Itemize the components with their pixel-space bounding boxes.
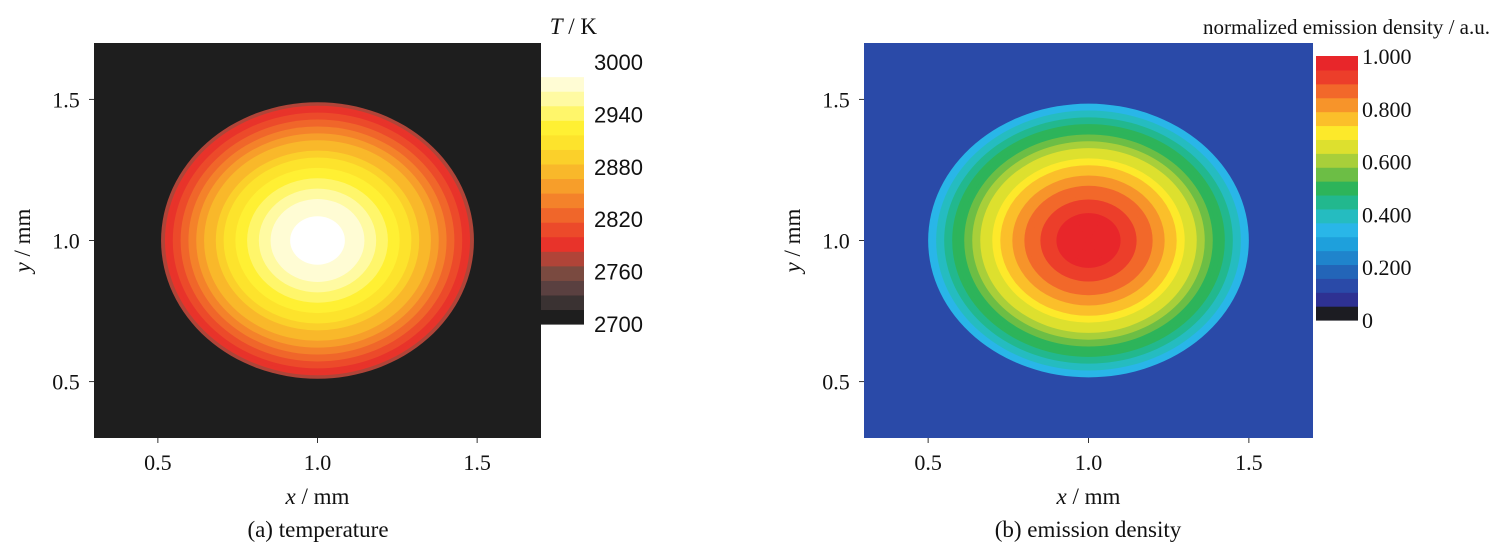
colorbar-segment bbox=[541, 309, 584, 325]
y-tick-label: 1.5 bbox=[52, 87, 80, 112]
colorbar-segment bbox=[541, 91, 584, 107]
colorbar-tick-label: 0.800 bbox=[1362, 97, 1412, 122]
colorbar-tick-label: 0.600 bbox=[1362, 150, 1412, 175]
colorbar-segment bbox=[1316, 181, 1358, 196]
x-axis-label-unit: / mm bbox=[1067, 484, 1121, 509]
x-tick-label: 0.5 bbox=[144, 450, 172, 475]
y-axis-label: y / mm bbox=[780, 208, 805, 274]
colorbar-segment bbox=[541, 134, 584, 150]
colorbar-segment bbox=[541, 207, 584, 223]
y-axis-label-unit: / mm bbox=[10, 208, 35, 262]
colorbar-segment bbox=[1316, 153, 1358, 168]
colorbar-tick-label: 2880 bbox=[594, 155, 643, 180]
x-tick-label: 1.5 bbox=[463, 450, 491, 475]
y-tick-label: 0.5 bbox=[822, 370, 850, 395]
colorbar-tick-label: 1.000 bbox=[1362, 44, 1412, 69]
y-tick-label: 1.5 bbox=[822, 87, 850, 112]
y-axis-label: y / mm bbox=[10, 208, 35, 274]
x-tick-label: 1.0 bbox=[1075, 450, 1103, 475]
colorbar-segment bbox=[541, 251, 584, 267]
x-axis-label: x / mm bbox=[285, 484, 350, 509]
panel-caption: (b) emission density bbox=[995, 517, 1182, 542]
colorbar-segment bbox=[541, 222, 584, 238]
x-axis-label: x / mm bbox=[1056, 484, 1121, 509]
contour-band bbox=[1084, 237, 1093, 244]
y-tick-label: 1.0 bbox=[52, 229, 80, 254]
contour-band bbox=[313, 237, 322, 244]
colorbar-title-unit: / K bbox=[563, 14, 598, 39]
colorbar-tick-label: 0.400 bbox=[1362, 202, 1412, 227]
colorbar-segment bbox=[541, 294, 584, 311]
colorbar-tick-label: 3000 bbox=[594, 50, 643, 75]
x-axis-label-var: x bbox=[285, 484, 297, 509]
colorbar-title: T / K bbox=[550, 14, 598, 39]
colorbar-tick-label: 2700 bbox=[594, 312, 643, 337]
colorbar-segment bbox=[1316, 125, 1358, 140]
x-tick-label: 1.5 bbox=[1235, 450, 1263, 475]
colorbar-tick-label: 0 bbox=[1362, 308, 1373, 333]
colorbar-segment bbox=[541, 193, 584, 209]
y-tick-label: 1.0 bbox=[822, 229, 850, 254]
x-axis-label-var: x bbox=[1056, 484, 1068, 509]
x-axis-label-unit: / mm bbox=[296, 484, 350, 509]
colorbar-tick-label: 0.200 bbox=[1362, 255, 1412, 280]
colorbar-title: normalized emission density / a.u. bbox=[1203, 15, 1490, 39]
colorbar-segment bbox=[1316, 264, 1358, 279]
colorbar-segment bbox=[541, 163, 584, 180]
y-axis-label-var: y bbox=[10, 261, 35, 274]
colorbar-segment bbox=[1316, 167, 1358, 182]
colorbar-segment bbox=[541, 265, 584, 281]
colorbar-segment bbox=[1316, 236, 1358, 252]
y-axis-label-var: y bbox=[780, 261, 805, 274]
colorbar-tick-label: 2940 bbox=[594, 102, 643, 127]
colorbar-segment bbox=[541, 178, 584, 194]
panel-caption: (a) temperature bbox=[247, 517, 388, 542]
colorbar-segment bbox=[541, 120, 584, 136]
colorbar-segment bbox=[1316, 111, 1358, 127]
colorbar-segment bbox=[1316, 208, 1358, 224]
colorbar-segment bbox=[1316, 306, 1358, 321]
colorbar-segment bbox=[1316, 139, 1358, 154]
colorbar-segment bbox=[541, 76, 584, 92]
colorbar-segment bbox=[1316, 278, 1358, 293]
y-axis-label-unit: / mm bbox=[780, 208, 805, 262]
colorbar-segment bbox=[541, 280, 584, 296]
colorbar-segment bbox=[1316, 250, 1358, 266]
colorbar-tick-label: 2760 bbox=[594, 260, 643, 285]
colorbar-title-var: T bbox=[550, 14, 565, 39]
x-tick-label: 1.0 bbox=[304, 450, 332, 475]
colorbar-segment bbox=[1316, 83, 1358, 99]
colorbar-segment bbox=[541, 62, 584, 78]
colorbar-segment bbox=[1316, 69, 1358, 85]
colorbar-segment bbox=[1316, 56, 1358, 71]
panel-temperature: 0.5 1.0 1.50.51.01.5x / mmy / mm(a) temper… bbox=[10, 14, 643, 542]
x-tick-label: 0.5 bbox=[914, 450, 942, 475]
colorbar-segment bbox=[541, 105, 584, 121]
panel-emission-density: 0.5 1.0 1.50.51.01.5x / mmy / mm(b) emissi… bbox=[780, 15, 1490, 542]
colorbar-segment bbox=[541, 149, 584, 165]
colorbar-tick-label: 2820 bbox=[594, 207, 643, 232]
colorbar-segment bbox=[1316, 194, 1358, 210]
colorbar-segment bbox=[1316, 222, 1358, 238]
y-tick-label: 0.5 bbox=[52, 370, 80, 395]
colorbar-segment bbox=[1316, 292, 1358, 307]
colorbar-segment bbox=[1316, 97, 1358, 113]
colorbar-segment bbox=[541, 236, 584, 252]
